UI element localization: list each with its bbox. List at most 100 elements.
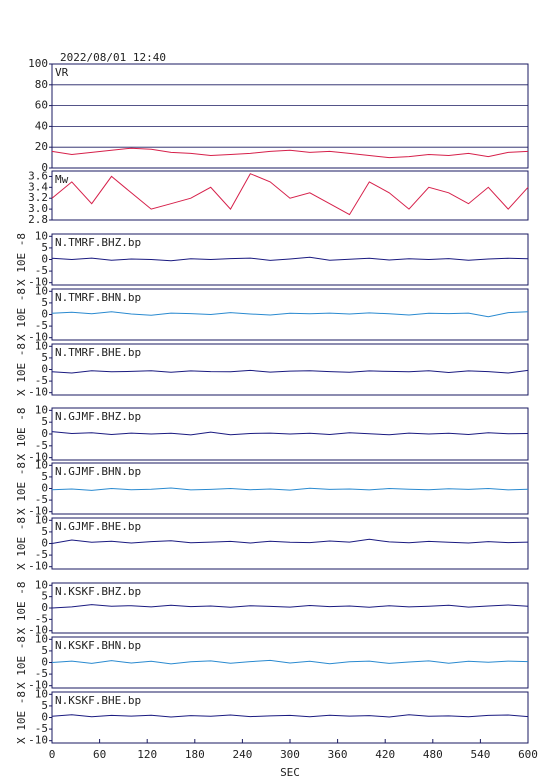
y-tick-label: 3.2 bbox=[28, 191, 48, 204]
y-tick-label: 20 bbox=[35, 140, 48, 153]
x-axis-label: SEC bbox=[280, 766, 300, 779]
y-tick-label: -5 bbox=[35, 319, 48, 332]
y-tick-label: 0 bbox=[41, 161, 48, 174]
y-axis-label: X 10E -8 bbox=[15, 517, 28, 570]
y-tick-label: 10 bbox=[35, 632, 48, 645]
y-tick-label: 0 bbox=[41, 308, 48, 321]
panel-label: N.TMRF.BHE.bp bbox=[55, 346, 141, 359]
panel-frame bbox=[51, 462, 529, 515]
y-tick-label: 10 bbox=[35, 458, 48, 471]
y-tick-label: 5 bbox=[41, 590, 48, 603]
y-tick-label: -10 bbox=[28, 505, 48, 518]
y-tick-label: 10 bbox=[35, 229, 48, 242]
data-line bbox=[51, 431, 529, 436]
y-axis-label: X 10E -8 bbox=[15, 408, 28, 461]
y-tick-label: 5 bbox=[41, 699, 48, 712]
y-tick-label: -10 bbox=[28, 386, 48, 399]
data-line bbox=[51, 604, 529, 609]
panel-label: N.KSKF.BHN.bp bbox=[55, 639, 141, 652]
y-tick-label: 0 bbox=[41, 427, 48, 440]
y-tick-label: 0 bbox=[41, 363, 48, 376]
x-tick-label: 300 bbox=[280, 748, 300, 761]
y-tick-label: -10 bbox=[28, 624, 48, 637]
chart-title: 2022/08/01 12:40 bbox=[60, 51, 166, 64]
y-axis-label: X 10E -8 bbox=[15, 462, 28, 515]
y-tick-label: -5 bbox=[35, 612, 48, 625]
y-tick-label: 0 bbox=[41, 656, 48, 669]
y-tick-label: 10 bbox=[35, 339, 48, 352]
y-tick-label: 100 bbox=[28, 57, 48, 70]
y-tick-label: 5 bbox=[41, 296, 48, 309]
y-tick-label: -5 bbox=[35, 667, 48, 680]
panel-label: N.GJMF.BHN.bp bbox=[55, 465, 141, 478]
x-tick-label: 60 bbox=[93, 748, 106, 761]
panel-frame bbox=[51, 63, 529, 169]
panel-label: Mw bbox=[55, 173, 69, 186]
y-tick-label: 10 bbox=[35, 403, 48, 416]
panel-frame bbox=[51, 288, 529, 341]
y-tick-label: 5 bbox=[41, 525, 48, 538]
y-tick-label: 0 bbox=[41, 482, 48, 495]
x-tick-label: 240 bbox=[232, 748, 252, 761]
y-tick-label: 0 bbox=[41, 253, 48, 266]
x-tick-label: 600 bbox=[518, 748, 538, 761]
data-line bbox=[51, 369, 529, 374]
y-tick-label: -5 bbox=[35, 722, 48, 735]
panel-label: N.KSKF.BHE.bp bbox=[55, 694, 141, 707]
y-tick-label: -10 bbox=[28, 276, 48, 289]
panel-label: N.GJMF.BHZ.bp bbox=[55, 410, 141, 423]
x-tick-label: 120 bbox=[137, 748, 157, 761]
y-tick-label: 3.6 bbox=[28, 169, 48, 182]
y-tick-label: 10 bbox=[35, 513, 48, 526]
y-axis-label: X 10E -8 bbox=[15, 288, 28, 341]
y-axis-label: X 10E -8 bbox=[15, 233, 28, 286]
y-tick-label: 5 bbox=[41, 415, 48, 428]
data-line bbox=[51, 173, 529, 216]
x-tick-label: 480 bbox=[423, 748, 443, 761]
y-axis-label: X 10E -8 bbox=[15, 343, 28, 396]
y-tick-label: 0 bbox=[41, 601, 48, 614]
data-line bbox=[51, 538, 529, 544]
data-line bbox=[51, 487, 529, 491]
data-line bbox=[51, 256, 529, 262]
panel-label: N.TMRF.BHZ.bp bbox=[55, 236, 141, 249]
y-tick-label: 5 bbox=[41, 644, 48, 657]
data-line bbox=[51, 659, 529, 665]
y-tick-label: 80 bbox=[35, 78, 48, 91]
panel-frame bbox=[51, 343, 529, 396]
y-tick-label: 10 bbox=[35, 687, 48, 700]
y-tick-label: -10 bbox=[28, 734, 48, 747]
y-axis-label: X 10E -8 bbox=[15, 582, 28, 635]
panel-frame bbox=[51, 170, 529, 221]
data-line bbox=[51, 311, 529, 318]
y-tick-label: 0 bbox=[41, 711, 48, 724]
y-tick-label: 0 bbox=[41, 537, 48, 550]
y-tick-label: 2.8 bbox=[28, 213, 48, 226]
y-tick-label: -10 bbox=[28, 331, 48, 344]
data-line bbox=[51, 147, 529, 159]
x-tick-label: 180 bbox=[185, 748, 205, 761]
y-tick-label: -10 bbox=[28, 560, 48, 573]
panel-label: N.KSKF.BHZ.bp bbox=[55, 585, 141, 598]
x-tick-label: 540 bbox=[470, 748, 490, 761]
y-tick-label: 3.4 bbox=[28, 180, 48, 193]
y-tick-label: -5 bbox=[35, 439, 48, 452]
x-tick-label: 420 bbox=[375, 748, 395, 761]
y-axis-label: X 10E -8 bbox=[15, 691, 28, 744]
y-tick-label: 5 bbox=[41, 470, 48, 483]
panel-frame bbox=[51, 233, 529, 286]
y-tick-label: 5 bbox=[41, 241, 48, 254]
y-tick-label: -5 bbox=[35, 374, 48, 387]
y-tick-label: 60 bbox=[35, 99, 48, 112]
y-tick-label: -5 bbox=[35, 493, 48, 506]
y-tick-label: 40 bbox=[35, 119, 48, 132]
y-tick-label: 5 bbox=[41, 351, 48, 364]
panel-label: N.GJMF.BHE.bp bbox=[55, 520, 141, 533]
x-tick-label: 0 bbox=[49, 748, 56, 761]
y-tick-label: -10 bbox=[28, 679, 48, 692]
y-tick-label: 10 bbox=[35, 578, 48, 591]
y-axis-label: X 10E -8 bbox=[15, 636, 28, 689]
panel-label: VR bbox=[55, 66, 69, 79]
